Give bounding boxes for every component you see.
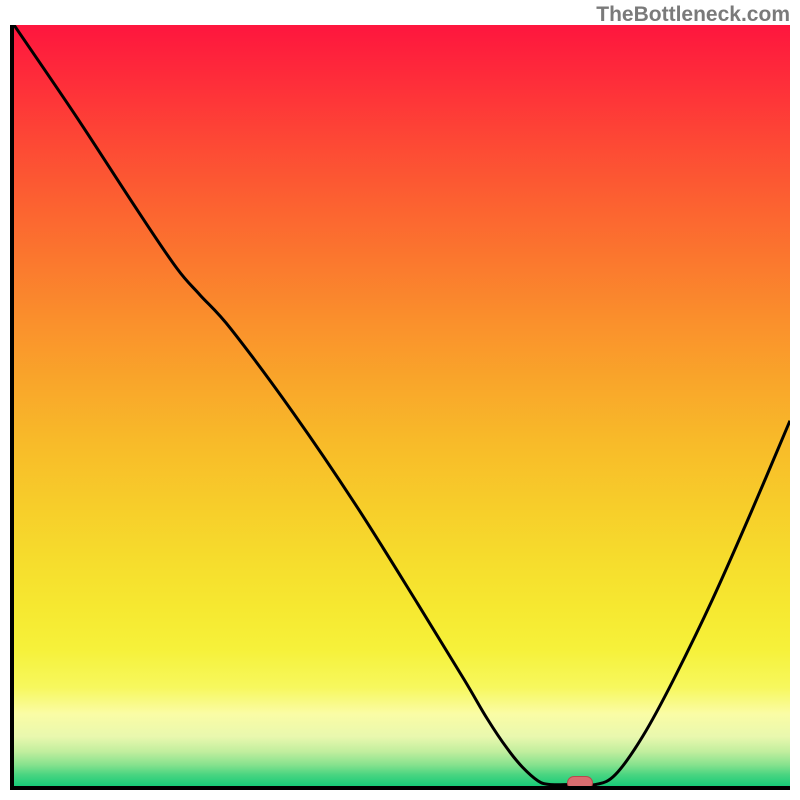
- bottleneck-curve: [14, 25, 790, 786]
- chart-plot-area: [10, 25, 790, 790]
- optimal-point-marker: [567, 776, 593, 790]
- curve-path: [14, 25, 790, 785]
- watermark-text: TheBottleneck.com: [596, 3, 790, 27]
